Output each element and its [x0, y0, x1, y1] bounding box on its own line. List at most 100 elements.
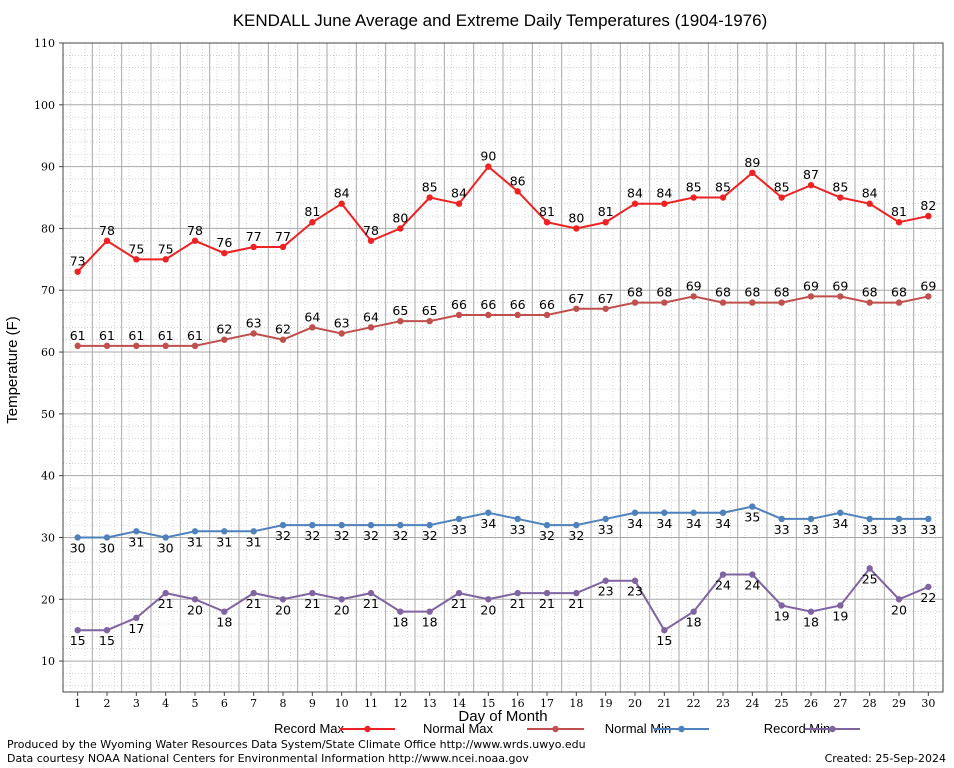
record-min-point — [162, 589, 169, 597]
normal-min-data-label: 34 — [832, 516, 848, 531]
normal-min-point — [426, 521, 433, 529]
legend-label-normal-max: Normal Max — [423, 721, 494, 736]
normal-min-data-label: 34 — [686, 516, 702, 531]
record-max-point — [631, 200, 639, 207]
record-max-data-label: 82 — [920, 198, 936, 213]
normal-min-data-label: 31 — [216, 534, 232, 549]
normal-max-data-label: 66 — [480, 297, 496, 312]
normal-min-point — [514, 515, 521, 523]
normal-max-data-label: 67 — [598, 291, 614, 306]
legend: Record Max Normal Max Normal Min Record Min — [274, 721, 860, 736]
x-tick-label: 11 — [364, 697, 378, 710]
y-tick-label: 110 — [34, 37, 55, 50]
normal-max-data-label: 65 — [422, 303, 438, 318]
x-tick-label: 18 — [569, 697, 583, 710]
normal-min-point — [807, 515, 815, 523]
normal-max-data-label: 63 — [246, 316, 262, 331]
record-max-point — [191, 237, 199, 244]
normal-max-point — [778, 299, 785, 306]
record-min-point — [690, 608, 697, 615]
record-max-point — [690, 194, 697, 201]
record-min-data-label: 20 — [187, 602, 203, 617]
record-min-point — [221, 608, 228, 615]
normal-min-point — [573, 521, 580, 529]
normal-max-point — [749, 299, 756, 306]
record-max-data-label: 76 — [216, 235, 232, 250]
record-min-point — [485, 596, 492, 603]
normal-max-point — [837, 293, 844, 300]
record-max-data-label: 81 — [304, 204, 320, 219]
record-min-data-label: 18 — [216, 615, 232, 630]
record-max-data-label: 77 — [275, 229, 291, 244]
normal-min-point — [455, 515, 463, 523]
normal-min-point — [749, 503, 756, 510]
normal-min-point — [485, 509, 492, 516]
normal-min-data-label: 33 — [598, 522, 614, 537]
plot-frame — [62, 42, 944, 693]
normal-min-data-label: 31 — [187, 534, 203, 549]
normal-max-line — [77, 295, 929, 347]
normal-min-point — [690, 509, 697, 516]
normal-min-data-label: 33 — [451, 522, 467, 537]
normal-max-data-label: 68 — [744, 285, 760, 300]
record-max-point — [103, 237, 111, 244]
y-tick-label: 10 — [41, 655, 55, 668]
record-max-point — [778, 194, 785, 201]
record-min-data-label: 15 — [70, 633, 86, 648]
record-min-data-label: 23 — [627, 584, 643, 599]
record-max-data-label: 89 — [744, 155, 760, 170]
normal-min-data-label: 35 — [744, 510, 760, 525]
record-min-data-label: 22 — [920, 590, 936, 605]
normal-max-point — [162, 342, 169, 350]
x-tick-label: 7 — [250, 697, 257, 710]
normal-min-point — [279, 521, 287, 529]
normal-max-point — [661, 299, 668, 306]
normal-min-data-label: 33 — [803, 522, 819, 537]
normal-min-point — [925, 515, 932, 523]
normal-max-data-label: 65 — [392, 303, 408, 318]
normal-min-point — [191, 528, 199, 535]
record-min-point — [543, 589, 551, 597]
legend-marker-record-min — [829, 725, 836, 733]
record-max-point — [573, 225, 580, 232]
normal-min-point — [74, 534, 81, 541]
normal-min-data-label: 32 — [363, 528, 379, 543]
legend-label-record-min: Record Min — [764, 721, 830, 736]
y-tick-label: 100 — [34, 99, 55, 112]
record-min-data-label: 20 — [275, 602, 291, 617]
normal-max-data-label: 69 — [920, 278, 936, 293]
record-max-data-label: 84 — [862, 186, 878, 201]
record-min-point — [74, 626, 81, 634]
record-max-data-label: 78 — [99, 223, 115, 238]
record-max-point — [426, 194, 433, 201]
series-layer: 73 78 75 75 78 76 77 77 81 84 78 80 85 84 90 86 81 80 81 84… — [70, 149, 937, 649]
record-min-data-label: 21 — [451, 596, 467, 611]
record-min-data-label: 21 — [539, 596, 555, 611]
record-min-point — [133, 614, 140, 622]
normal-min-data-label: 32 — [422, 528, 438, 543]
normal-min-point — [602, 515, 609, 523]
normal-min-data-label: 33 — [774, 522, 790, 537]
normal-max-point — [133, 342, 140, 350]
normal-max-data-label: 61 — [158, 328, 174, 343]
record-min-data-label: 21 — [304, 596, 320, 611]
record-min-data-label: 21 — [510, 596, 526, 611]
record-max-point — [514, 188, 521, 195]
normal-max-data-label: 64 — [304, 309, 320, 324]
record-max-point — [837, 194, 844, 201]
x-axis-label: Day of Month — [458, 708, 547, 725]
normal-max-point — [279, 336, 287, 343]
x-tick-label: 28 — [863, 697, 877, 710]
record-max-data-label: 81 — [598, 204, 614, 219]
record-min-data-label: 21 — [246, 596, 262, 611]
record-max-data-label: 80 — [392, 210, 408, 225]
record-min-data-label: 24 — [715, 578, 731, 593]
record-min-point — [837, 602, 844, 609]
normal-max-point — [925, 293, 932, 300]
record-min-point — [631, 577, 639, 584]
grid-layer — [63, 42, 943, 692]
normal-max-point — [367, 324, 375, 331]
normal-min-data-label: 31 — [246, 534, 262, 549]
normal-min-point — [895, 515, 903, 523]
